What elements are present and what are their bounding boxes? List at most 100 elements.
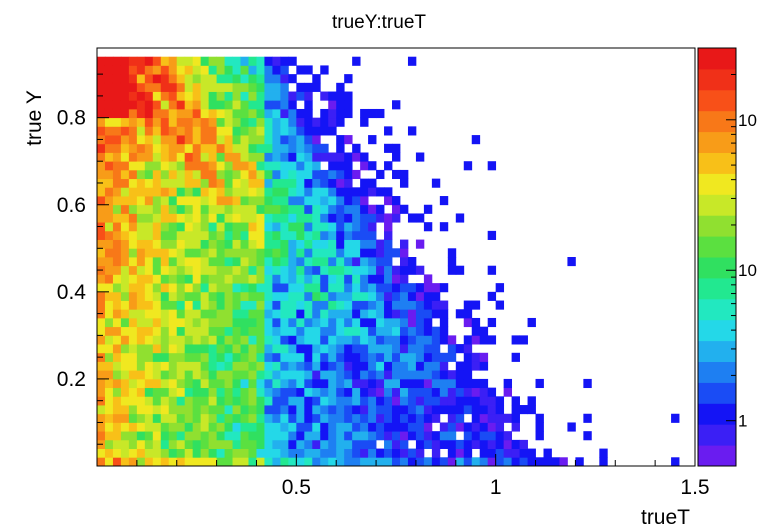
- heatmap-cell: [344, 108, 353, 119]
- heatmap-cell: [272, 370, 281, 380]
- heatmap-cell: [328, 100, 337, 110]
- heatmap-cell: [144, 178, 154, 188]
- heatmap-cell: [272, 213, 281, 223]
- heatmap-cell: [320, 326, 329, 336]
- heatmap-cell: [136, 291, 146, 301]
- heatmap-cell: [232, 196, 241, 206]
- heatmap-cell: [136, 204, 146, 214]
- heatmap-cell: [120, 204, 130, 214]
- heatmap-cell: [384, 187, 393, 197]
- heatmap-cell: [360, 152, 369, 162]
- heatmap-cells: [97, 56, 680, 467]
- heatmap-cell: [360, 300, 369, 310]
- heatmap-cell: [328, 152, 337, 162]
- heatmap-cell: [360, 405, 369, 415]
- heatmap-cell: [447, 352, 457, 362]
- heatmap-cell: [495, 396, 505, 406]
- heatmap-cell: [423, 457, 433, 467]
- heatmap-cell: [360, 317, 369, 328]
- heatmap-cell: [104, 370, 114, 380]
- heatmap-cell: [248, 405, 257, 415]
- heatmap-cell: [248, 448, 257, 458]
- heatmap-cell: [192, 326, 202, 336]
- heatmap-cell: [160, 65, 170, 75]
- heatmap-cell: [360, 361, 369, 371]
- heatmap-cell: [431, 344, 441, 354]
- heatmap-cell: [455, 344, 465, 354]
- heatmap-cell: [152, 126, 162, 136]
- heatmap-cell: [208, 126, 217, 136]
- heatmap-cell: [352, 169, 361, 180]
- heatmap-cell: [144, 169, 154, 180]
- heatmap-cell: [392, 169, 401, 180]
- heatmap-cell: [216, 291, 225, 301]
- heatmap-cell: [336, 213, 345, 223]
- heatmap-cell: [384, 378, 393, 389]
- heatmap-cell: [264, 126, 273, 136]
- heatmap-cell: [120, 361, 130, 371]
- colorbar-band: [698, 424, 736, 446]
- heatmap-cell: [392, 405, 401, 415]
- x-tick-label: 0.5: [282, 476, 311, 499]
- heatmap-cell: [240, 65, 249, 75]
- heatmap-cell: [360, 387, 369, 397]
- heatmap-cell: [264, 65, 273, 75]
- heatmap-cell: [352, 265, 361, 275]
- heatmap-cell: [471, 396, 481, 406]
- heatmap-cell: [344, 439, 353, 449]
- heatmap-cell: [344, 431, 353, 441]
- heatmap-cell: [399, 239, 409, 249]
- heatmap-cell: [296, 91, 305, 101]
- heatmap-cell: [599, 457, 608, 467]
- heatmap-cell: [152, 431, 162, 441]
- heatmap-cell: [176, 326, 186, 336]
- heatmap-cell: [352, 300, 361, 310]
- heatmap-cell: [272, 126, 281, 136]
- heatmap-cell: [224, 152, 233, 162]
- heatmap-cell: [168, 457, 178, 467]
- heatmap-cell: [128, 100, 138, 110]
- heatmap-cell: [344, 448, 353, 458]
- heatmap-cell: [216, 222, 225, 232]
- heatmap-cell: [320, 265, 329, 275]
- heatmap-cell: [495, 283, 505, 293]
- heatmap-cell: [104, 135, 114, 145]
- heatmap-cell: [232, 335, 241, 345]
- heatmap-cell: [439, 378, 449, 389]
- heatmap-cell: [120, 222, 130, 232]
- heatmap-cell: [399, 405, 409, 415]
- heatmap-cell: [136, 283, 146, 293]
- heatmap-cell: [479, 396, 489, 406]
- heatmap-cell: [479, 413, 489, 423]
- heatmap-cell: [511, 422, 520, 432]
- heatmap-cell: [320, 439, 329, 449]
- heatmap-cell: [160, 239, 170, 249]
- heatmap-cell: [312, 291, 321, 301]
- heatmap-cell: [97, 422, 106, 432]
- heatmap-cell: [144, 431, 154, 441]
- heatmap-cell: [168, 448, 178, 458]
- heatmap-cell: [216, 317, 225, 328]
- heatmap-cell: [360, 187, 369, 197]
- heatmap-cell: [264, 117, 273, 127]
- heatmap-cell: [344, 169, 353, 180]
- heatmap-cell: [176, 361, 186, 371]
- x-tick-label: 1.5: [680, 476, 709, 499]
- heatmap-cell: [192, 239, 202, 249]
- heatmap-cell: [288, 422, 297, 432]
- heatmap-cell: [463, 370, 473, 380]
- heatmap-cell: [264, 413, 273, 423]
- heatmap-cell: [288, 378, 297, 389]
- heatmap-cell: [511, 396, 520, 406]
- heatmap-cell: [184, 74, 194, 84]
- heatmap-cell: [439, 300, 449, 310]
- heatmap-cell: [104, 300, 114, 310]
- heatmap-cell: [192, 248, 202, 258]
- heatmap-cell: [399, 361, 409, 371]
- heatmap-cell: [97, 300, 106, 310]
- heatmap-cell: [479, 405, 489, 415]
- heatmap-cell: [264, 152, 273, 162]
- heatmap-cell: [120, 213, 130, 223]
- heatmap-cell: [320, 291, 329, 301]
- heatmap-cell: [184, 352, 194, 362]
